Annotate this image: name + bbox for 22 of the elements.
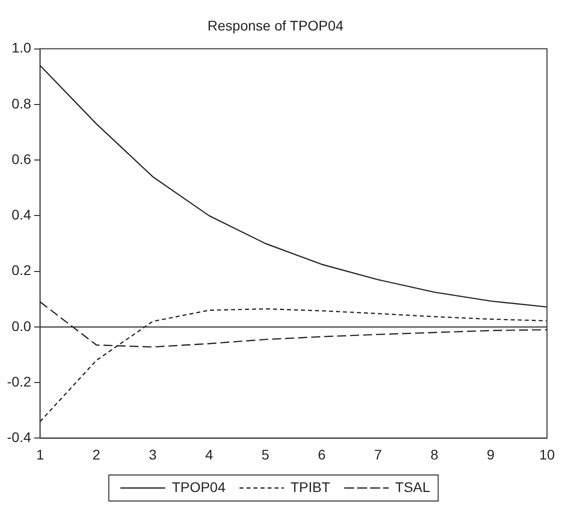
y-tick-label: 0.0	[12, 318, 32, 334]
y-tick-label: 0.8	[12, 95, 32, 112]
legend-label: TPOP04	[172, 478, 226, 495]
x-tick-label: 5	[262, 446, 270, 462]
x-tick-label: 2	[92, 446, 101, 462]
x-tick-label: 1	[36, 446, 44, 462]
x-tick-label: 9	[486, 446, 495, 462]
legend-label: TPIBT	[290, 478, 331, 495]
y-tick-label: 1.0	[12, 40, 32, 56]
y-tick-label: 0.4	[12, 206, 32, 223]
x-tick-label: 7	[374, 446, 382, 462]
x-tick-label: 6	[318, 446, 326, 462]
y-tick-label: 0.2	[12, 262, 32, 278]
x-tick-label: 3	[148, 446, 157, 462]
legend-label: TSAL	[395, 478, 430, 495]
y-tick-label: 0.6	[12, 150, 32, 167]
x-tick-label: 10	[539, 446, 555, 462]
chart-title: Response of TPOP04	[208, 17, 344, 34]
x-tick-label: 4	[205, 446, 214, 462]
y-tick-label: -0.4	[7, 429, 32, 446]
y-tick-label: -0.2	[7, 373, 32, 390]
x-tick-label: 8	[430, 446, 438, 462]
